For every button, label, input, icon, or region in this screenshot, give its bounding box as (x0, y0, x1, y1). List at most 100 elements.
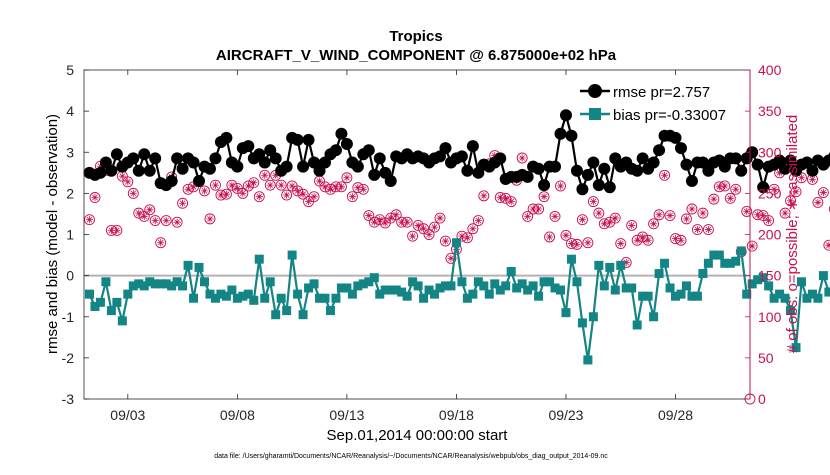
bias-point (556, 286, 565, 295)
bias-point (419, 294, 428, 303)
obs-assimilated-marker (299, 191, 306, 198)
chart-title: Tropics (389, 28, 442, 45)
rmse-point (177, 163, 189, 175)
bias-point (310, 279, 319, 288)
bias-point (266, 277, 275, 286)
obs-assimilated-marker (617, 240, 624, 247)
obs-assimilated-marker (152, 217, 159, 224)
obs-assimilated-marker (376, 216, 383, 223)
bias-point (85, 290, 94, 299)
bias-point (605, 263, 614, 272)
obs-assimilated-marker (343, 174, 350, 181)
bias-point (446, 281, 455, 290)
obs-assimilated-marker (157, 239, 164, 246)
rmse-point (680, 159, 692, 171)
obs-assimilated-marker (141, 213, 148, 220)
obs-assimilated-marker (645, 237, 652, 244)
obs-assimilated-marker (113, 227, 120, 234)
rmse-point (341, 138, 353, 150)
bias-point (107, 306, 116, 315)
obs-assimilated-marker (694, 226, 701, 233)
obs-assimilated-marker (639, 233, 646, 240)
bias-point (112, 298, 121, 307)
bias-point (118, 316, 127, 325)
x-tick-label: 09/18 (439, 407, 474, 423)
y-left-tick-label: 2 (66, 185, 74, 201)
bias-point (468, 290, 477, 299)
bias-point (507, 267, 516, 276)
chart-subtitle: AIRCRAFT_V_WIND_COMPONENT @ 6.875000e+02… (216, 47, 617, 64)
rmse-point (522, 171, 534, 183)
obs-assimilated-marker (754, 211, 761, 218)
obs-assimilated-marker (338, 183, 345, 190)
rmse-point (461, 165, 473, 177)
bias-point (529, 281, 538, 290)
rmse-point (631, 165, 643, 177)
obs-assimilated-marker (573, 241, 580, 248)
rmse-point (648, 157, 660, 169)
legend: rmse pr=2.757 bias pr=-0.33007 (578, 76, 744, 126)
obs-assimilated-marker (480, 192, 487, 199)
bias-point (594, 261, 603, 270)
obs-assimilated-marker (661, 172, 668, 179)
obs-assimilated-marker (535, 205, 542, 212)
bias-point (288, 251, 297, 260)
obs-assimilated-marker (91, 194, 98, 201)
y-right-tick-label: 200 (758, 227, 782, 243)
x-axis-label: Sep.01,2014 00:00:00 start (327, 427, 509, 444)
obs-assimilated-marker (590, 198, 597, 205)
obs-assimilated-marker (305, 198, 312, 205)
bias-point (660, 259, 669, 268)
rmse-point (138, 148, 150, 160)
obs-assimilated-marker (743, 208, 750, 215)
bias-point (600, 281, 609, 290)
bias-point (414, 281, 423, 290)
obs-assimilated-marker (634, 237, 641, 244)
obs-assimilated-marker (809, 176, 816, 183)
obs-assimilated-marker (425, 231, 432, 238)
legend-bias-marker (589, 108, 601, 120)
obs-assimilated-marker (562, 232, 569, 239)
rmse-point (133, 165, 145, 177)
obs-assimilated-marker (584, 239, 591, 246)
rmse-point (560, 109, 572, 121)
rmse-point (670, 132, 682, 144)
obs-assimilated-marker (546, 233, 553, 240)
obs-assimilated-marker (820, 189, 827, 196)
obs-assimilated-marker (557, 182, 564, 189)
rmse-point (549, 161, 561, 173)
rmse-point (242, 140, 254, 152)
rmse-point (686, 175, 698, 187)
obs-assimilated-marker (612, 214, 619, 221)
rmse-point (752, 159, 764, 171)
rmse-point (270, 152, 282, 164)
bias-point (715, 251, 724, 260)
obs-assimilated-marker (442, 237, 449, 244)
bias-point (578, 318, 587, 327)
obs-assimilated-marker (508, 198, 515, 205)
obs-assimilated-marker (234, 185, 241, 192)
bias-point (195, 263, 204, 272)
obs-assimilated-marker (360, 186, 367, 193)
bias-point (403, 292, 412, 301)
obs-assimilated-marker (365, 212, 372, 219)
x-tick-label: 09/13 (329, 407, 364, 423)
obs-assimilated-marker (628, 222, 635, 229)
obs-assimilated-marker (672, 235, 679, 242)
obs-assimilated-marker (814, 199, 821, 206)
rmse-point (730, 152, 742, 164)
obs-assimilated-marker (540, 193, 547, 200)
obs-assimilated-marker (146, 206, 153, 213)
legend-rmse-label: rmse pr=2.757 (613, 84, 710, 101)
rmse-point (538, 179, 550, 191)
y-right-tick-label: 0 (758, 391, 766, 407)
rmse-point (204, 163, 216, 175)
bias-point (731, 257, 740, 266)
rmse-point (335, 128, 347, 140)
obs-assimilated-marker (431, 223, 438, 230)
rmse-point (105, 165, 117, 177)
rmse-point (209, 152, 221, 164)
rmse-point (565, 130, 577, 142)
obs-assimilated-marker (699, 210, 706, 217)
